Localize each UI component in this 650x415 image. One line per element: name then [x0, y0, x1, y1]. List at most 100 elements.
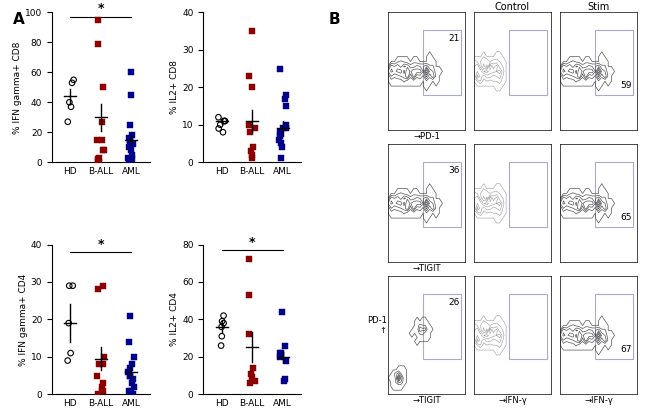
Point: [92, 41, 103, 47]
Title: Control: Control: [495, 2, 530, 12]
Point: [124, 144, 135, 151]
Point: [274, 129, 285, 136]
Point: [218, 312, 229, 319]
Point: [280, 95, 290, 102]
X-axis label: →TIGIT: →TIGIT: [412, 264, 441, 273]
Point: [128, 376, 138, 383]
Text: 67: 67: [620, 345, 632, 354]
Point: [125, 122, 135, 128]
Text: 65: 65: [620, 213, 632, 222]
Point: [94, 156, 104, 163]
Point: [127, 156, 137, 163]
Point: [244, 292, 254, 298]
Point: [274, 137, 285, 143]
Point: [98, 282, 108, 289]
Point: [280, 342, 290, 349]
Point: [94, 361, 104, 368]
Y-axis label: % IL2+ CD4: % IL2+ CD4: [170, 293, 179, 347]
Point: [92, 286, 103, 293]
Point: [64, 320, 74, 327]
Point: [64, 99, 75, 105]
Point: [94, 154, 104, 161]
Point: [64, 282, 75, 289]
Point: [124, 157, 134, 164]
Point: [126, 69, 136, 76]
Point: [216, 342, 226, 349]
Point: [67, 80, 77, 86]
Point: [125, 91, 136, 98]
Point: [125, 372, 135, 379]
Point: [244, 256, 254, 263]
Point: [218, 118, 229, 124]
Point: [280, 376, 290, 383]
Point: [276, 350, 286, 356]
Point: [126, 387, 136, 394]
Y-axis label: % IFN gamma+ CD8: % IFN gamma+ CD8: [13, 41, 22, 134]
Point: [126, 147, 136, 154]
Point: [97, 383, 107, 390]
Point: [248, 144, 259, 151]
Point: [216, 333, 227, 339]
Point: [125, 312, 135, 319]
X-axis label: →PD-1: →PD-1: [413, 132, 440, 141]
Point: [276, 352, 286, 358]
Point: [213, 125, 224, 132]
Point: [96, 118, 107, 125]
Point: [124, 135, 134, 142]
Point: [127, 361, 137, 368]
Point: [244, 331, 254, 338]
Point: [278, 125, 289, 132]
Point: [127, 391, 138, 398]
Point: [218, 320, 229, 327]
Point: [218, 129, 228, 136]
Point: [217, 318, 228, 325]
Point: [250, 125, 260, 132]
Point: [125, 138, 136, 144]
Point: [97, 137, 107, 143]
Point: [66, 350, 76, 356]
Text: 21: 21: [448, 34, 460, 43]
Point: [245, 380, 255, 386]
Point: [62, 357, 73, 364]
Title: Stim: Stim: [588, 2, 610, 12]
Point: [220, 118, 230, 124]
Point: [280, 122, 291, 128]
Point: [128, 141, 138, 147]
Point: [127, 380, 138, 386]
Point: [123, 154, 133, 161]
X-axis label: →IFN-γ: →IFN-γ: [584, 395, 613, 405]
Point: [244, 73, 255, 79]
Point: [281, 103, 291, 109]
Text: *: *: [249, 236, 255, 249]
Text: 26: 26: [448, 298, 460, 307]
Text: *: *: [98, 2, 104, 15]
Point: [246, 28, 257, 34]
Point: [99, 354, 110, 360]
Point: [247, 151, 257, 158]
Point: [127, 151, 137, 158]
Point: [277, 309, 287, 315]
Point: [275, 354, 285, 360]
Y-axis label: PD-1
↑: PD-1 ↑: [367, 316, 387, 335]
Point: [66, 103, 76, 110]
Point: [92, 372, 103, 379]
Point: [247, 155, 257, 162]
Point: [124, 339, 134, 345]
Point: [215, 122, 226, 128]
Point: [129, 354, 139, 360]
Point: [220, 118, 230, 124]
Text: A: A: [13, 12, 25, 27]
Point: [62, 118, 73, 125]
Point: [92, 137, 103, 143]
Point: [92, 391, 103, 398]
Point: [248, 365, 258, 371]
Point: [99, 147, 109, 154]
Point: [276, 155, 286, 162]
Text: B: B: [328, 12, 340, 27]
Point: [250, 378, 260, 384]
X-axis label: →IFN-γ: →IFN-γ: [498, 395, 527, 405]
Point: [93, 17, 103, 23]
Point: [98, 387, 108, 394]
Point: [98, 84, 109, 90]
Point: [129, 383, 139, 390]
